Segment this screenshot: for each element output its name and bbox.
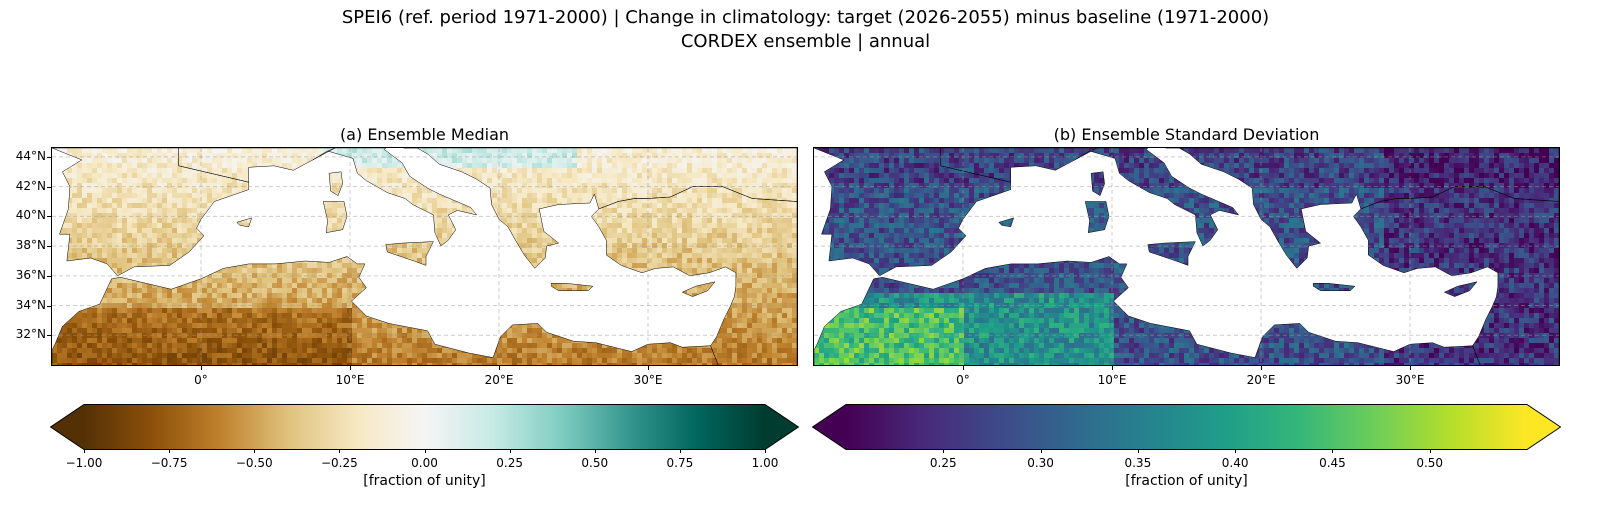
lon-tick-label: 10°E (335, 373, 365, 387)
colorbar-tick-mark (339, 449, 341, 453)
data-field (814, 148, 1559, 365)
coastline (1443, 281, 1478, 297)
coastline (236, 217, 253, 228)
coastline (52, 256, 719, 365)
colorbar-extend-max (765, 404, 799, 450)
lon-tick-mark (648, 366, 649, 370)
lon-tick-mark (201, 366, 202, 370)
lat-tick-label: 36°N (15, 267, 46, 282)
colorbar-tick-mark (1040, 449, 1042, 453)
lat-tick-label: 40°N (15, 208, 46, 223)
lat-tick-label: 44°N (15, 148, 46, 163)
colorbar-extend-min (812, 404, 846, 450)
coastline (550, 283, 594, 291)
colorbar-extend-min (50, 404, 84, 450)
colorbar-label-median: [fraction of unity] (363, 473, 486, 489)
data-field (52, 148, 797, 365)
lon-tick-label: 20°E (1246, 373, 1276, 387)
coastline (591, 186, 797, 365)
lat-tick-mark (47, 275, 51, 277)
colorbar-tick-label: −0.25 (320, 456, 358, 470)
coastline (998, 217, 1015, 228)
coastline (814, 256, 1481, 365)
lat-tick-mark (47, 305, 51, 307)
colorbar-tick-label: 0.00 (411, 456, 438, 470)
coastline (1084, 201, 1110, 234)
coastline (328, 171, 343, 196)
colorbar-extend-max (1527, 404, 1561, 450)
lon-tick-mark (350, 366, 351, 370)
figure-title-line2: CORDEX ensemble | annual (680, 31, 931, 52)
lat-tick-label: 42°N (15, 178, 46, 193)
coastline (312, 148, 478, 247)
colorbar-tick-mark (594, 449, 596, 453)
colorbar-gradient (84, 404, 765, 450)
coastline (1353, 186, 1559, 365)
colorbar-label-stddev: [fraction of unity] (1125, 473, 1248, 489)
colorbar-tick-label: 0.50 (581, 456, 609, 470)
colorbar-tick-mark (765, 449, 766, 453)
lat-tick-label: 32°N (15, 327, 46, 342)
figure-title-line1: SPEI6 (ref. period 1971-2000) | Change i… (341, 7, 1270, 28)
lon-tick-label: 30°E (633, 373, 663, 387)
colorbar-tick-label: −0.50 (235, 456, 273, 470)
colorbar-outline (812, 404, 1561, 450)
lon-tick-label: 30°E (1395, 373, 1425, 387)
lat-tick-label: 34°N (15, 297, 46, 312)
panel-title-stddev: (b) Ensemble Standard Deviation (1053, 125, 1320, 144)
colorbar-tick-label: 0.75 (666, 456, 694, 470)
colorbar-tick-label: 0.30 (1027, 456, 1054, 470)
colorbar-tick-label: 0.40 (1221, 456, 1249, 470)
colorbar-tick-mark (509, 449, 511, 453)
lon-tick-mark (963, 366, 964, 370)
colorbar-tick-mark (679, 449, 681, 453)
colorbar-tick-label: −0.75 (150, 456, 188, 470)
coastline (1090, 171, 1105, 196)
colorbar-tick-label: 0.35 (1124, 456, 1152, 470)
coastline (322, 201, 348, 234)
coastline (1312, 283, 1356, 291)
colorbar-tick-mark (1137, 449, 1139, 453)
colorbar-tick-mark (84, 449, 85, 453)
lat-tick-mark (47, 335, 51, 337)
colorbar-tick-label: 0.45 (1319, 456, 1346, 470)
lat-tick-mark (47, 186, 51, 188)
coastline (1074, 148, 1240, 247)
gridlines (52, 148, 797, 365)
lat-tick-label: 38°N (15, 238, 46, 253)
lat-tick-mark (47, 156, 51, 158)
map-median (51, 147, 798, 366)
coastline (385, 241, 434, 266)
coastline (681, 281, 716, 297)
colorbar-tick-mark (1429, 449, 1431, 453)
map-stddev (813, 147, 1560, 366)
colorbar-tick-label: 0.25 (929, 456, 957, 470)
lon-tick-label: 20°E (484, 373, 514, 387)
colorbar-tick-label: −1.00 (65, 456, 103, 470)
colorbar-tick-label: 1.00 (751, 456, 779, 470)
lon-tick-mark (1410, 366, 1411, 370)
panel-title-median: (a) Ensemble Median (339, 125, 510, 144)
gridlines (814, 148, 1559, 365)
lon-tick-mark (499, 366, 500, 370)
colorbar-tick-mark (169, 449, 171, 453)
colorbar-tick-mark (943, 449, 945, 453)
lon-tick-label: 0° (194, 373, 208, 387)
colorbar-tick-label: 0.25 (496, 456, 523, 470)
colorbar-tick-label: 0.50 (1416, 456, 1444, 470)
colorbar-median (50, 404, 799, 450)
colorbar-tick-mark (1332, 449, 1334, 453)
colorbar-tick-mark (424, 449, 426, 453)
lon-tick-mark (1112, 366, 1113, 370)
lon-tick-label: 0° (956, 373, 970, 387)
coastline (1147, 241, 1196, 266)
lon-tick-mark (1261, 366, 1262, 370)
lat-tick-mark (47, 216, 51, 218)
colorbar-tick-mark (1235, 449, 1237, 453)
colorbar-gradient (846, 404, 1527, 450)
colorbar-stddev (812, 404, 1561, 450)
lon-tick-label: 10°E (1097, 373, 1127, 387)
lat-tick-mark (47, 246, 51, 248)
colorbar-tick-mark (254, 449, 256, 453)
